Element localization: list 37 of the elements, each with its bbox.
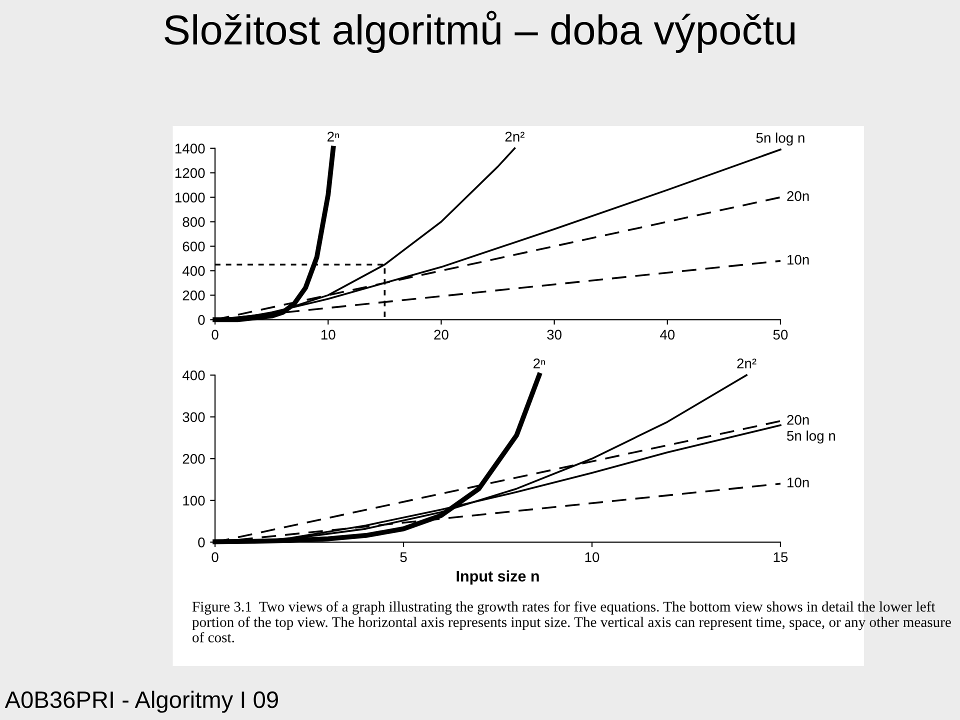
series-label: 10n <box>788 478 809 488</box>
series-label: 5n log n <box>756 132 804 146</box>
x-tick-label: 50 <box>773 330 788 340</box>
y-tick-label: 0 <box>198 315 205 325</box>
text: A0B36PRI - Algoritmy I 09 <box>4 690 278 713</box>
y-tick-label: 1400 <box>175 144 205 154</box>
y-tick-label: 400 <box>182 266 205 276</box>
x-tick-label: 0 <box>212 552 218 562</box>
y-tick-label: 200 <box>182 454 205 464</box>
x-tick-label: 10 <box>585 552 600 562</box>
x-tick-label: 40 <box>660 330 675 340</box>
x-tick-label: 5 <box>400 552 407 562</box>
series-label: 10n <box>788 254 809 265</box>
series-label: 2ⁿ <box>534 358 545 368</box>
caption: Figure 3.1 Two views of a graph illustrating the growth rates for five equations. The bottom view shows in detail the lower left portion of the top view. The horizontal axis represents input size. The vertical axis can represent time, space, or any other measure of cost. <box>192 601 951 642</box>
x-tick-label: 15 <box>774 552 788 562</box>
y-tick-label: 1000 <box>175 192 205 202</box>
y-tick-label: 100 <box>183 496 205 506</box>
y-tick-label: 200 <box>182 290 205 300</box>
series-label: 5n log n <box>787 430 836 444</box>
y-tick-label: 0 <box>198 537 205 548</box>
series-label: 2ⁿ <box>328 132 339 142</box>
y-tick-label: 800 <box>182 217 205 227</box>
series-label: 20n <box>787 191 809 202</box>
x-tick-label: 20 <box>434 330 448 340</box>
x-tick-label: 10 <box>321 330 336 340</box>
chart-title: Složitost algoritmů – doba výpočtu <box>164 10 795 54</box>
y-tick-label: 300 <box>182 412 205 422</box>
y-tick-label: 400 <box>182 370 205 380</box>
x-tick-label: 30 <box>547 330 562 340</box>
y-tick-label: 1200 <box>175 168 205 178</box>
y-tick-label: 600 <box>182 242 205 252</box>
series-label: 20n <box>787 414 809 425</box>
series-label: 2n² <box>505 132 524 142</box>
series-label: 2n² <box>737 358 756 368</box>
x-tick-label: 0 <box>212 330 218 340</box>
x-axis-title: Input size n <box>456 570 539 585</box>
